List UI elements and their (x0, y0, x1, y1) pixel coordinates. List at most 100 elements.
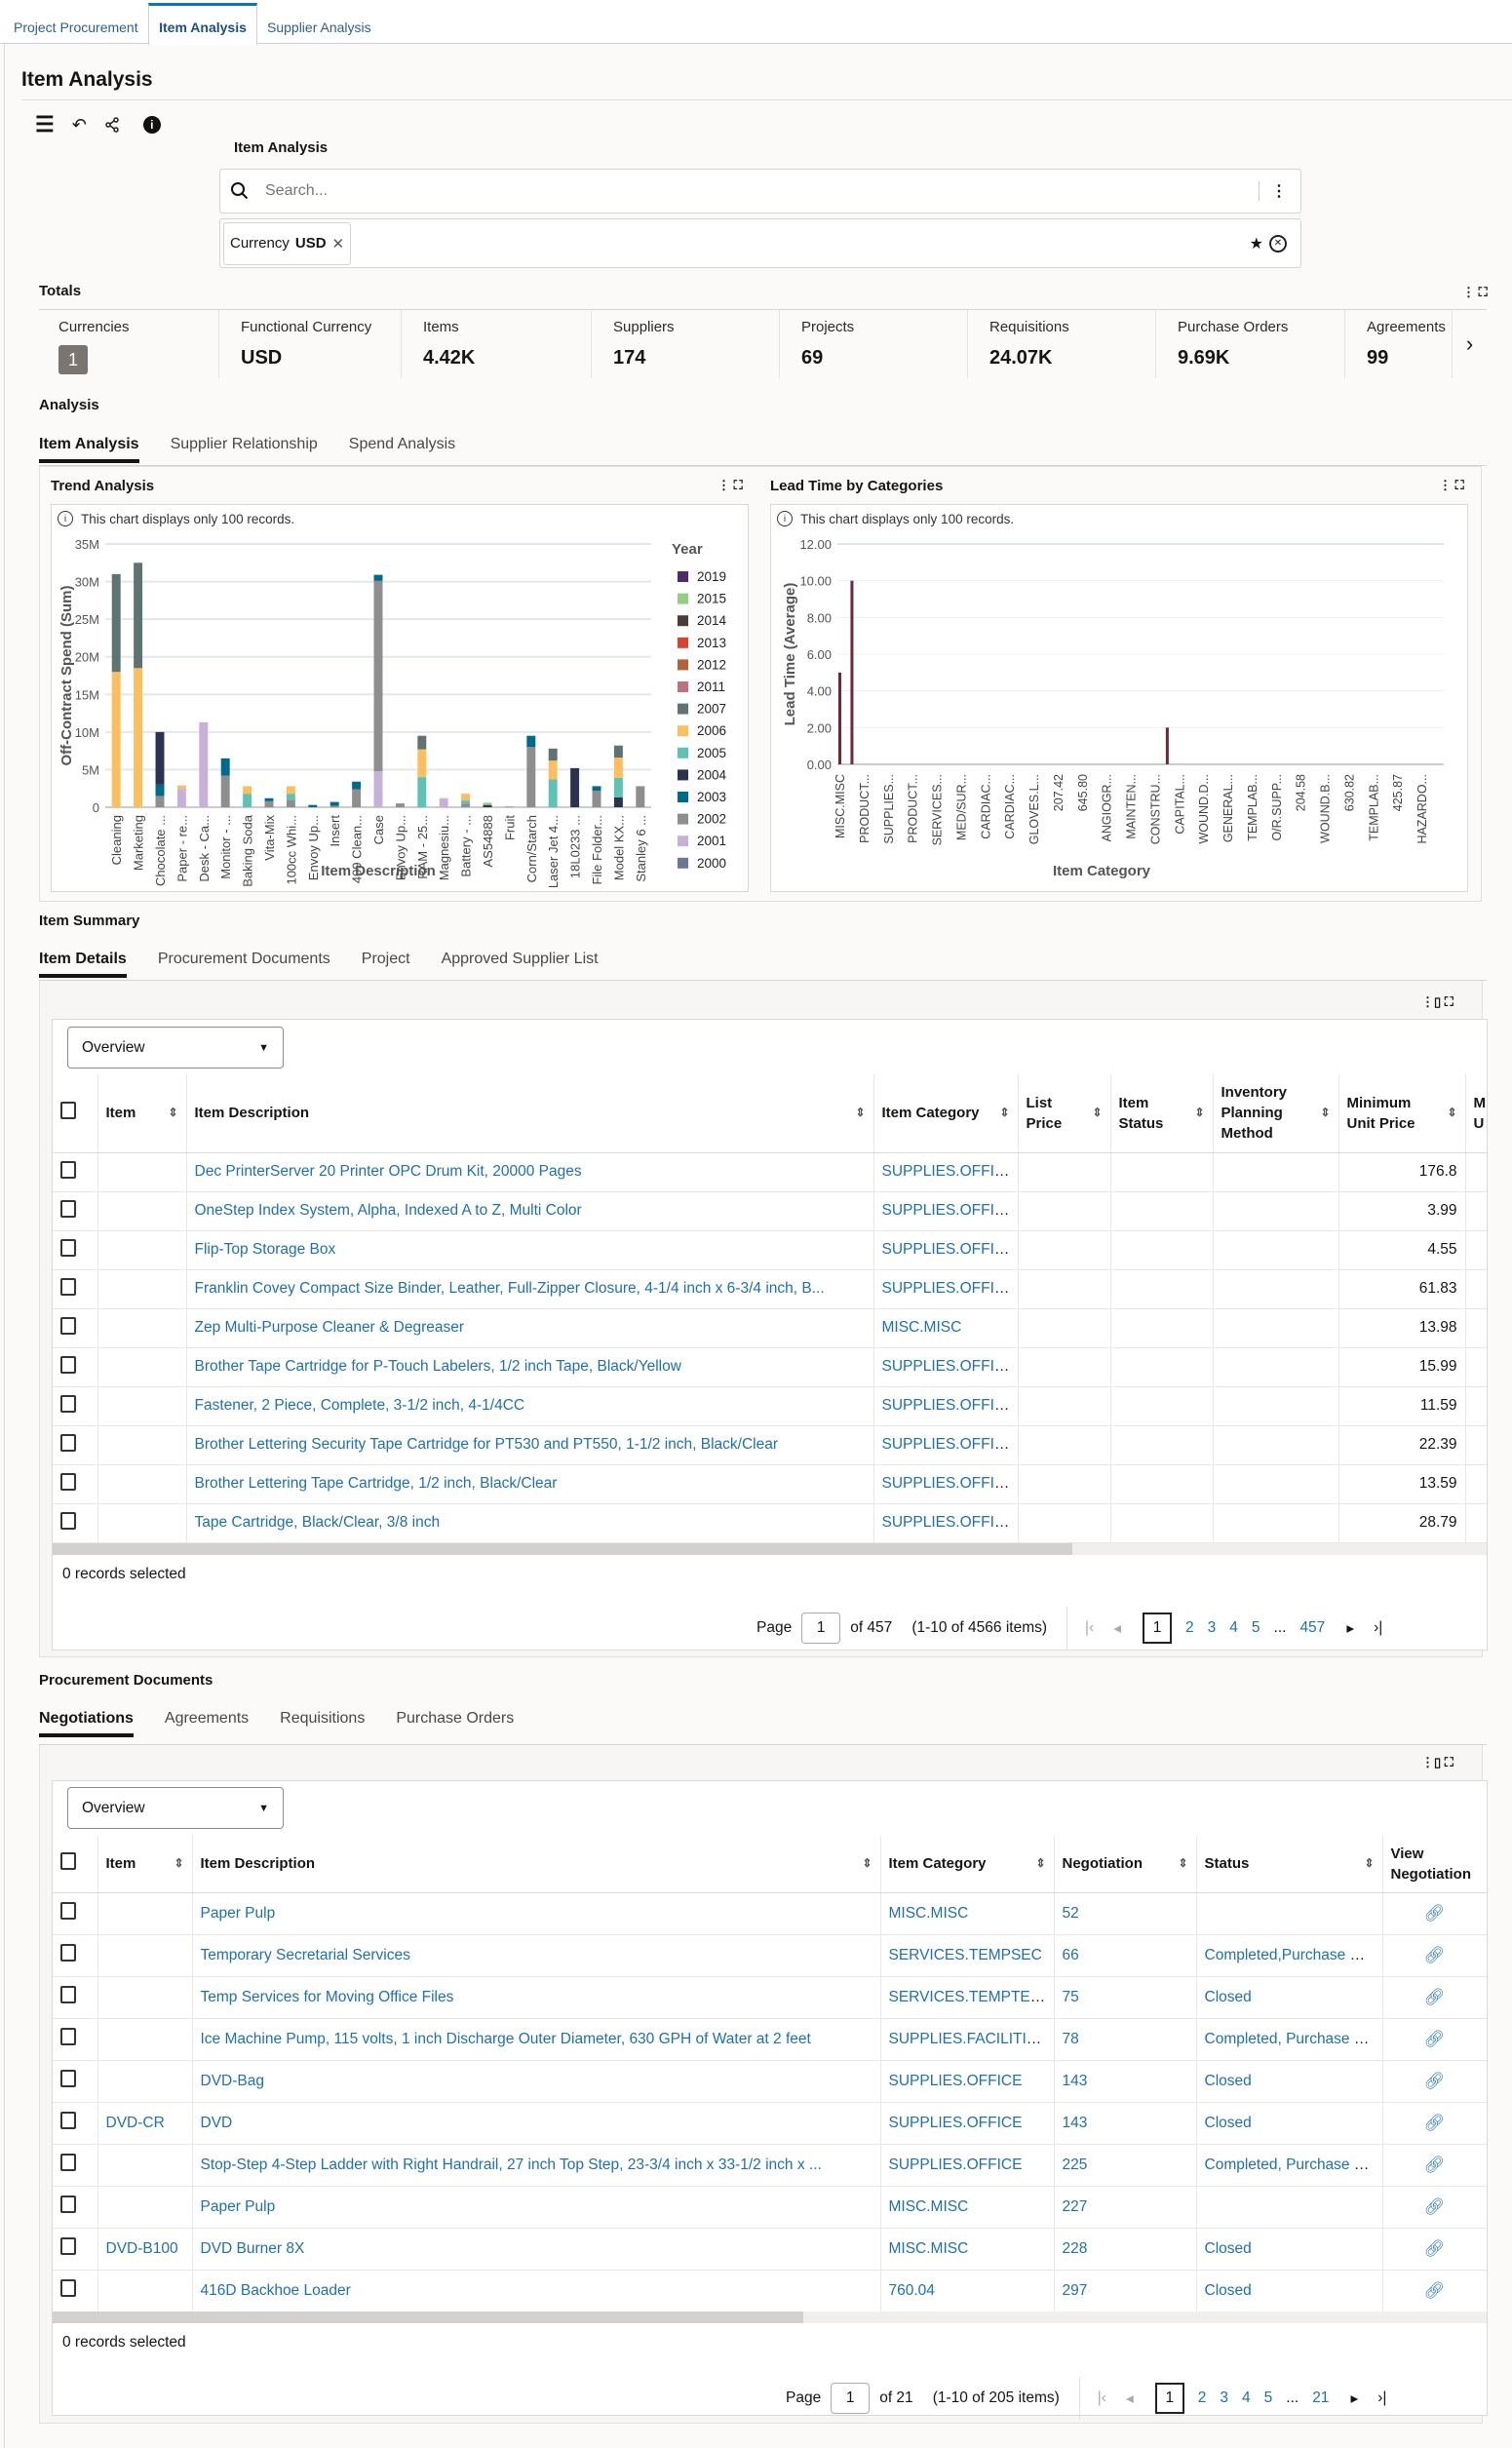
bar-segment[interactable] (592, 791, 601, 807)
cell-link[interactable]: Zep Multi-Purpose Cleaner & Degreaser (194, 1319, 465, 1336)
bar-segment[interactable] (155, 796, 165, 807)
cell-link[interactable]: Temporary Secretarial Services (200, 1946, 410, 1963)
link-icon[interactable]: 🔗︎ (1423, 2280, 1446, 2300)
column-header[interactable]: Item Status ⇕ (1110, 1074, 1214, 1153)
row-checkbox[interactable] (60, 1394, 76, 1413)
table-row[interactable]: Paper Pulp MISC.MISC 227 🔗︎ (53, 2186, 1487, 2229)
cell-link[interactable]: SERVICES.TEMPSEC (888, 1946, 1042, 1963)
cell-link[interactable]: MISC.MISC (888, 2197, 969, 2215)
row-checkbox[interactable] (60, 1355, 76, 1374)
info-icon[interactable]: i (142, 116, 161, 134)
column-header[interactable]: Item ⇕ (97, 1836, 193, 1893)
cell-link[interactable]: Flip-Top Storage Box (194, 1241, 336, 1258)
table-row[interactable]: DVD-CR DVD SUPPLIES.OFFICE 143 Closed 🔗︎ (53, 2102, 1487, 2145)
link-icon[interactable]: 🔗︎ (1423, 1987, 1446, 2006)
legend-label[interactable]: 2019 (697, 569, 726, 584)
cell-link[interactable]: SUPPLIES.OFFICE (881, 1163, 1016, 1180)
tab-approved-supplier-list[interactable]: Approved Supplier List (441, 951, 599, 967)
tab-item-analysis[interactable]: Item Analysis (148, 3, 257, 45)
horizontal-scrollbar[interactable] (53, 2312, 1487, 2323)
clear-all-icon[interactable]: ✕ (1269, 234, 1287, 253)
row-checkbox[interactable] (60, 2112, 76, 2129)
row-checkbox[interactable] (60, 1944, 76, 1962)
more-icon[interactable]: ⋮ (1421, 994, 1434, 1009)
tab-requisitions[interactable]: Requisitions (280, 1710, 366, 1727)
table-row[interactable]: Stop-Step 4-Step Ladder with Right Handr… (53, 2144, 1487, 2187)
tab-purchase-orders[interactable]: Purchase Orders (396, 1710, 515, 1727)
row-checkbox[interactable] (60, 1902, 76, 1920)
cell-link[interactable]: 78 (1062, 2030, 1079, 2047)
maximize-icon[interactable]: ⛶ (1478, 285, 1488, 299)
undo-icon[interactable]: ↶ (71, 114, 87, 135)
row-checkbox[interactable] (60, 1472, 76, 1491)
bar-segment[interactable] (243, 786, 252, 795)
bar-segment[interactable] (548, 748, 558, 761)
tab-project-procurement[interactable]: Project Procurement (14, 19, 138, 35)
column-header[interactable]: Minimum Unit Price ⇕ (1338, 1074, 1466, 1153)
page-link[interactable]: 5 (1263, 2390, 1273, 2406)
cell-link[interactable]: 297 (1062, 2281, 1088, 2299)
table-row[interactable]: Flip-Top Storage Box SUPPLIES.OFFICE 4.55 (53, 1230, 1487, 1270)
cell-link[interactable]: Paper Pulp (200, 1904, 276, 1922)
maximize-icon[interactable]: ⛶ (733, 478, 743, 492)
more-icon[interactable]: ⋮ (1421, 1755, 1434, 1769)
cell-link[interactable]: 66 (1062, 1946, 1079, 1963)
bar-segment[interactable] (308, 804, 318, 807)
bar-segment[interactable] (461, 794, 471, 801)
view-select[interactable]: Overview ▼ (67, 1787, 284, 1829)
bar-segment[interactable] (330, 801, 339, 806)
link-icon[interactable]: 🔗︎ (1423, 2196, 1446, 2216)
cell-link[interactable]: 227 (1062, 2197, 1088, 2215)
total-card-functional-currency[interactable]: Functional Currency USD (219, 310, 402, 378)
sort-icon[interactable]: ⇕ (1194, 1106, 1205, 1120)
legend-label[interactable]: 2006 (697, 723, 726, 738)
scrollbar-thumb[interactable] (53, 1543, 1072, 1555)
cell-link[interactable]: DVD (200, 2114, 233, 2131)
row-checkbox[interactable] (60, 1316, 76, 1335)
bar-segment[interactable] (264, 797, 274, 801)
bar-segment[interactable] (155, 784, 165, 797)
bar-segment[interactable] (461, 800, 471, 804)
legend-label[interactable]: 2014 (697, 613, 727, 628)
sort-icon[interactable]: ⇕ (168, 1106, 178, 1120)
bar-segment[interactable] (613, 777, 623, 797)
cell-link[interactable]: Brother Lettering Security Tape Cartridg… (194, 1436, 779, 1453)
total-card-suppliers[interactable]: Suppliers 174 (592, 310, 780, 378)
cell-link[interactable]: SUPPLIES.OFFICE (881, 1241, 1016, 1258)
table-row[interactable]: OneStep Index System, Alpha, Indexed A t… (53, 1191, 1487, 1231)
sort-icon[interactable]: ⇕ (1320, 1106, 1331, 1120)
bar-segment[interactable] (176, 788, 186, 807)
view-select[interactable]: Overview ▼ (67, 1027, 284, 1069)
table-row[interactable]: Tape Cartridge, Black/Clear, 3/8 inch SUP… (53, 1503, 1487, 1543)
legend-label[interactable]: 2004 (697, 767, 727, 782)
bar-segment[interactable] (155, 731, 165, 785)
legend-label[interactable]: 2012 (697, 657, 726, 672)
bar-segment[interactable] (417, 777, 427, 807)
cell-link[interactable]: SUPPLIES.OFFICE (881, 1358, 1016, 1375)
more-icon[interactable]: ⋮ (1439, 478, 1452, 492)
total-card-items[interactable]: Items 4.42K (402, 310, 592, 378)
total-card-agreements[interactable]: Agreements 99 (1345, 310, 1453, 378)
cell-link[interactable]: OneStep Index System, Alpha, Indexed A t… (194, 1202, 582, 1219)
sort-icon[interactable]: ⇕ (999, 1106, 1010, 1120)
legend-label[interactable]: 2007 (697, 702, 726, 717)
link-icon[interactable]: 🔗︎ (1423, 2071, 1446, 2090)
bar-segment[interactable] (134, 563, 143, 669)
column-header[interactable]: Item Category ⇕ (873, 1074, 1019, 1153)
link-icon[interactable]: 🔗︎ (1423, 1945, 1446, 1964)
page-link[interactable]: 2 (1197, 2390, 1207, 2406)
cell-link[interactable]: 52 (1062, 1904, 1079, 1922)
tab-item-details[interactable]: Item Details (39, 951, 127, 978)
bar-segment[interactable] (352, 781, 362, 790)
cell-link[interactable]: Closed (1204, 2072, 1252, 2089)
bar-segment[interactable] (134, 668, 143, 807)
cell-link[interactable]: 416D Backhoe Loader (200, 2281, 351, 2299)
page-link[interactable]: 4 (1229, 1619, 1238, 1636)
table-row[interactable]: DVD-B100 DVD Burner 8X MISC.MISC 228 Closed 🔗… (53, 2228, 1487, 2271)
more-icon[interactable]: ⋮ (717, 478, 730, 492)
link-icon[interactable]: 🔗︎ (1423, 2029, 1446, 2048)
bar-segment[interactable] (636, 786, 645, 807)
cell-link[interactable]: SUPPLIES.OFFICE (881, 1202, 1016, 1219)
remove-filter-icon[interactable]: ✕ (331, 235, 345, 253)
total-card-projects[interactable]: Projects 69 (780, 310, 968, 378)
